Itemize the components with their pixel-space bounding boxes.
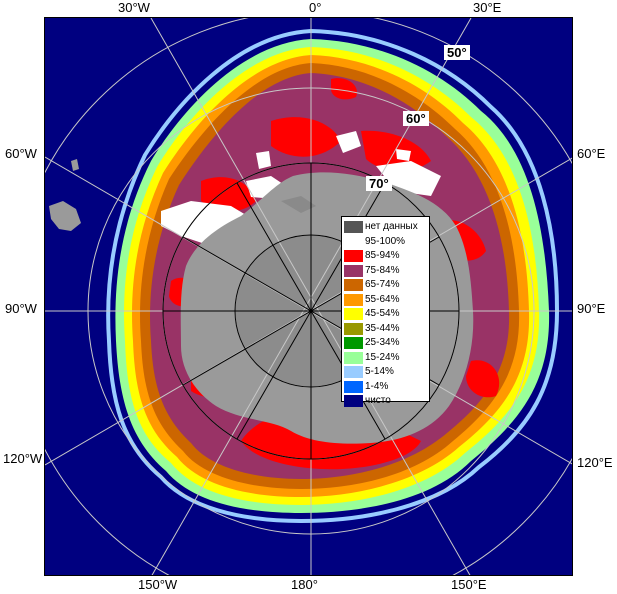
- lon-label-30e: 30°E: [473, 0, 502, 15]
- lon-label-180: 180°: [291, 577, 318, 592]
- legend-item: 25-34%: [344, 336, 429, 351]
- lon-label-30w: 30°W: [118, 0, 150, 15]
- legend-item: нет данных: [344, 220, 429, 235]
- legend-label: 95-100%: [365, 235, 406, 247]
- legend-label: 65-74%: [365, 279, 400, 291]
- legend-swatch: [344, 395, 363, 408]
- legend-swatch: [344, 264, 363, 277]
- legend-item: 15-24%: [344, 351, 429, 366]
- legend-item: 35-44%: [344, 322, 429, 337]
- legend-label: 25-34%: [365, 337, 400, 349]
- ice-edge-light-blue: [106, 28, 560, 524]
- legend-item: 95-100%: [343, 234, 429, 250]
- legend-label: чисто: [365, 395, 391, 407]
- legend-swatch: [344, 322, 363, 335]
- legend-label: 75-84%: [365, 264, 400, 276]
- legend-label: нет данных: [365, 221, 418, 233]
- lon-label-90w: 90°W: [5, 301, 37, 316]
- legend-swatch: [344, 221, 363, 234]
- legend-label: 45-54%: [365, 308, 400, 320]
- lon-label-60w: 60°W: [5, 146, 37, 161]
- legend-item: 65-74%: [344, 278, 429, 293]
- legend-label: 35-44%: [365, 322, 400, 334]
- lon-label-120e: 120°E: [577, 455, 613, 470]
- lon-label-0: 0°: [309, 0, 322, 15]
- legend-item: 75-84%: [344, 264, 429, 279]
- lon-label-60e: 60°E: [577, 146, 606, 161]
- legend: нет данных 95-100% 85-94% 75-84% 65-74% 55-64…: [341, 216, 430, 408]
- legend-swatch: [344, 337, 363, 350]
- land-south-america: [49, 201, 81, 231]
- legend-label: 15-24%: [365, 351, 400, 363]
- legend-label: 1-4%: [365, 380, 389, 392]
- lat-label-70: 70°: [366, 176, 392, 191]
- legend-swatch: [343, 234, 364, 249]
- lon-label-120w: 120°W: [3, 451, 43, 466]
- legend-item: 85-94%: [344, 249, 429, 264]
- legend-item: 45-54%: [344, 307, 429, 322]
- legend-label: 85-94%: [365, 250, 400, 262]
- legend-item: чисто: [344, 394, 429, 409]
- legend-item: 1-4%: [344, 380, 429, 395]
- legend-item: 55-64%: [344, 293, 429, 308]
- lon-label-150w: 150°W: [138, 577, 178, 592]
- legend-label: 5-14%: [365, 366, 394, 378]
- legend-swatch: [344, 293, 363, 306]
- legend-swatch: [344, 308, 363, 321]
- legend-swatch: [344, 279, 363, 292]
- legend-swatch: [344, 366, 363, 379]
- legend-swatch: [344, 380, 363, 393]
- legend-swatch: [344, 250, 363, 263]
- legend-swatch: [344, 351, 363, 364]
- legend-label: 55-64%: [365, 293, 400, 305]
- legend-item: 5-14%: [344, 365, 429, 380]
- lat-label-50: 50°: [444, 45, 470, 60]
- lon-label-90e: 90°E: [577, 301, 606, 316]
- sea-ice-map: [44, 17, 573, 576]
- lon-label-150e: 150°E: [451, 577, 487, 592]
- lat-label-60: 60°: [403, 111, 429, 126]
